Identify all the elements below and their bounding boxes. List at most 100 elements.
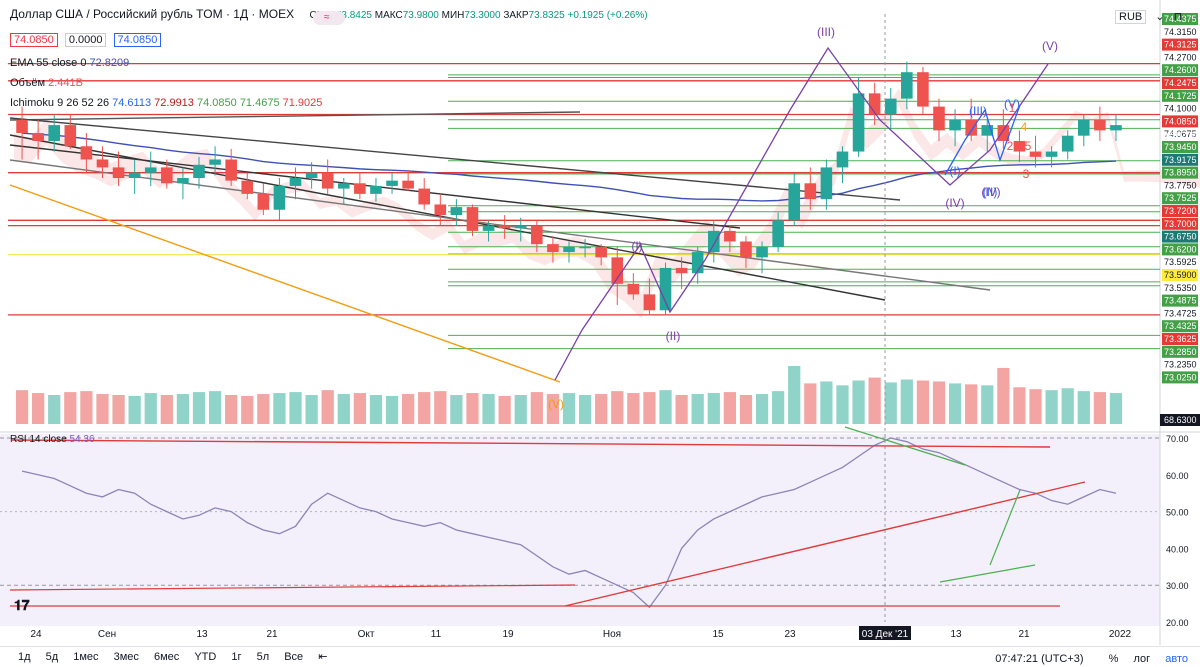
candle-body[interactable]: [917, 72, 929, 107]
candle-body[interactable]: [466, 207, 479, 231]
rsi-trend-line[interactable]: [11, 439, 1051, 448]
trend-line[interactable]: [9, 184, 561, 383]
candle-body[interactable]: [514, 225, 527, 229]
candle-body[interactable]: [965, 119, 977, 136]
candle-body[interactable]: [112, 167, 125, 178]
candle-body[interactable]: [772, 220, 784, 247]
range-6m[interactable]: 6мес: [153, 651, 180, 663]
elliott-subwave-path[interactable]: [944, 104, 1021, 176]
rsi-line[interactable]: [21, 437, 1117, 609]
ema-legend[interactable]: EMA 55 close 0 72.8209: [10, 57, 130, 69]
candle-body[interactable]: [724, 230, 736, 242]
candle-body[interactable]: [273, 185, 286, 210]
candle-body[interactable]: [80, 146, 93, 160]
candle-body[interactable]: [386, 180, 398, 186]
rsi-trend-line[interactable]: [564, 481, 1086, 607]
candle-body[interactable]: [1094, 119, 1106, 131]
candle-body[interactable]: [981, 125, 994, 136]
candle-body[interactable]: [836, 151, 849, 168]
candle-body[interactable]: [740, 241, 752, 258]
candle-body[interactable]: [788, 183, 801, 221]
range-5y[interactable]: 5л: [256, 651, 270, 663]
candle-body[interactable]: [1013, 140, 1026, 152]
candle-body[interactable]: [675, 267, 688, 274]
candle-body[interactable]: [177, 178, 189, 184]
lock-icon[interactable]: ⊓: [1173, 11, 1183, 23]
candle-body[interactable]: [691, 252, 704, 274]
candle-body[interactable]: [16, 119, 28, 134]
candle-body[interactable]: [193, 164, 205, 178]
candle-body[interactable]: [498, 225, 511, 229]
currency-button[interactable]: RUB: [1115, 10, 1147, 24]
candle-body[interactable]: [627, 283, 640, 295]
candle-body[interactable]: [257, 193, 270, 210]
candle-body[interactable]: [933, 106, 945, 131]
candle-body[interactable]: [1061, 135, 1074, 152]
sell-button[interactable]: 74.0850: [10, 33, 58, 47]
candle-body[interactable]: [611, 257, 624, 284]
candle-body[interactable]: [209, 159, 221, 165]
candle-body[interactable]: [96, 159, 109, 168]
candle-body[interactable]: [64, 125, 77, 147]
symbol-title[interactable]: Доллар США / Российский рубль TOM · 1Д ·…: [10, 7, 295, 21]
chevron-down-icon[interactable]: ⌄: [1155, 11, 1165, 23]
trend-line[interactable]: [9, 159, 991, 291]
range-1y[interactable]: 1г: [231, 651, 242, 663]
candle-body[interactable]: [563, 246, 575, 253]
candle-body[interactable]: [289, 178, 302, 186]
candle-body[interactable]: [884, 98, 897, 115]
rsi-trend-line[interactable]: [9, 584, 576, 591]
candle-body[interactable]: [354, 183, 366, 194]
range-1d[interactable]: 1д: [18, 651, 31, 663]
rsi-green-line[interactable]: [939, 564, 1036, 583]
range-ytd[interactable]: YTD: [194, 651, 217, 663]
buy-button[interactable]: 74.0850: [113, 33, 162, 47]
range-all[interactable]: Все: [284, 651, 304, 663]
trend-line[interactable]: [9, 111, 581, 121]
candle-body[interactable]: [321, 172, 334, 189]
percent-toggle[interactable]: %: [1108, 653, 1119, 665]
candle-body[interactable]: [225, 159, 237, 181]
candle-body[interactable]: [949, 119, 961, 131]
range-3m[interactable]: 3мес: [113, 651, 139, 663]
candle-body[interactable]: [128, 172, 141, 178]
rsi-green-line[interactable]: [989, 489, 1021, 566]
trend-line[interactable]: [9, 117, 901, 201]
candle-body[interactable]: [643, 294, 656, 311]
candle-body[interactable]: [337, 183, 350, 189]
candle-body[interactable]: [48, 125, 61, 141]
candle-body[interactable]: [531, 225, 543, 245]
candle-body[interactable]: [659, 267, 672, 311]
series-type-badge[interactable]: ≈: [313, 11, 345, 25]
candle-body[interactable]: [868, 93, 881, 115]
candle-body[interactable]: [1045, 151, 1058, 157]
candle-body[interactable]: [402, 180, 414, 189]
candle-body[interactable]: [32, 133, 44, 141]
candle-body[interactable]: [144, 167, 157, 173]
candle-body[interactable]: [1110, 125, 1122, 131]
range-5d[interactable]: 5д: [45, 651, 59, 663]
range-1m[interactable]: 1мес: [73, 651, 99, 663]
candle-body[interactable]: [547, 244, 559, 253]
candle-body[interactable]: [595, 246, 607, 258]
candle-body[interactable]: [450, 207, 463, 216]
candle-body[interactable]: [756, 246, 768, 258]
volume-legend[interactable]: Объём 2.441B: [10, 77, 83, 89]
clock-readout[interactable]: 07:47:21 (UTC+3): [995, 653, 1084, 665]
auto-toggle[interactable]: авто: [1165, 653, 1188, 665]
candle-body[interactable]: [482, 225, 495, 231]
candle-body[interactable]: [161, 167, 173, 184]
ichimoku-legend[interactable]: Ichimoku 9 26 52 26 74.6113 72.9913 74.0…: [10, 97, 323, 109]
candle-body[interactable]: [1077, 119, 1090, 136]
candle-body[interactable]: [820, 167, 833, 200]
candle-body[interactable]: [707, 230, 720, 253]
candle-body[interactable]: [305, 172, 318, 178]
rsi-legend[interactable]: RSI 14 close 54.36: [10, 434, 95, 445]
candle-body[interactable]: [579, 246, 591, 249]
rsi-green-line[interactable]: [844, 426, 966, 466]
candle-body[interactable]: [852, 93, 865, 152]
candle-body[interactable]: [804, 183, 817, 200]
candle-body[interactable]: [241, 180, 254, 194]
log-toggle[interactable]: лог: [1133, 653, 1151, 665]
